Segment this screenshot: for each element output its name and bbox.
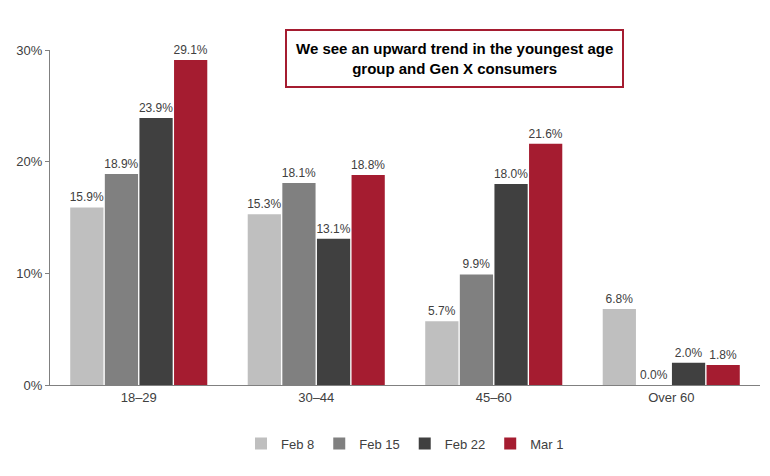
svg-text:20%: 20% — [16, 154, 42, 169]
svg-text:Mar 1: Mar 1 — [530, 437, 563, 452]
svg-text:23.9%: 23.9% — [139, 101, 173, 115]
svg-text:10%: 10% — [16, 266, 42, 281]
svg-text:13.1%: 13.1% — [316, 222, 350, 236]
svg-text:18.1%: 18.1% — [282, 166, 316, 180]
svg-text:Over 60: Over 60 — [648, 390, 694, 405]
svg-text:30–44: 30–44 — [298, 390, 334, 405]
svg-text:We see an upward trend in the: We see an upward trend in the youngest a… — [296, 40, 613, 77]
svg-text:18.0%: 18.0% — [494, 167, 528, 181]
svg-text:6.8%: 6.8% — [605, 292, 633, 306]
svg-text:21.6%: 21.6% — [528, 127, 562, 141]
svg-text:18.9%: 18.9% — [104, 157, 138, 171]
svg-text:0.0%: 0.0% — [640, 368, 668, 382]
svg-text:Feb 22: Feb 22 — [445, 437, 485, 452]
svg-text:15.3%: 15.3% — [247, 197, 281, 211]
svg-text:2.0%: 2.0% — [675, 346, 703, 360]
svg-text:1.8%: 1.8% — [709, 348, 737, 362]
svg-text:29.1%: 29.1% — [173, 43, 207, 57]
svg-text:45–60: 45–60 — [476, 390, 512, 405]
svg-text:15.9%: 15.9% — [70, 190, 104, 204]
svg-text:18.8%: 18.8% — [351, 158, 385, 172]
svg-text:30%: 30% — [16, 43, 42, 58]
svg-text:Feb 15: Feb 15 — [359, 437, 399, 452]
svg-text:Feb 8: Feb 8 — [281, 437, 314, 452]
svg-text:0%: 0% — [24, 378, 43, 393]
svg-text:9.9%: 9.9% — [463, 257, 491, 271]
svg-text:5.7%: 5.7% — [428, 304, 456, 318]
svg-text:18–29: 18–29 — [121, 390, 157, 405]
